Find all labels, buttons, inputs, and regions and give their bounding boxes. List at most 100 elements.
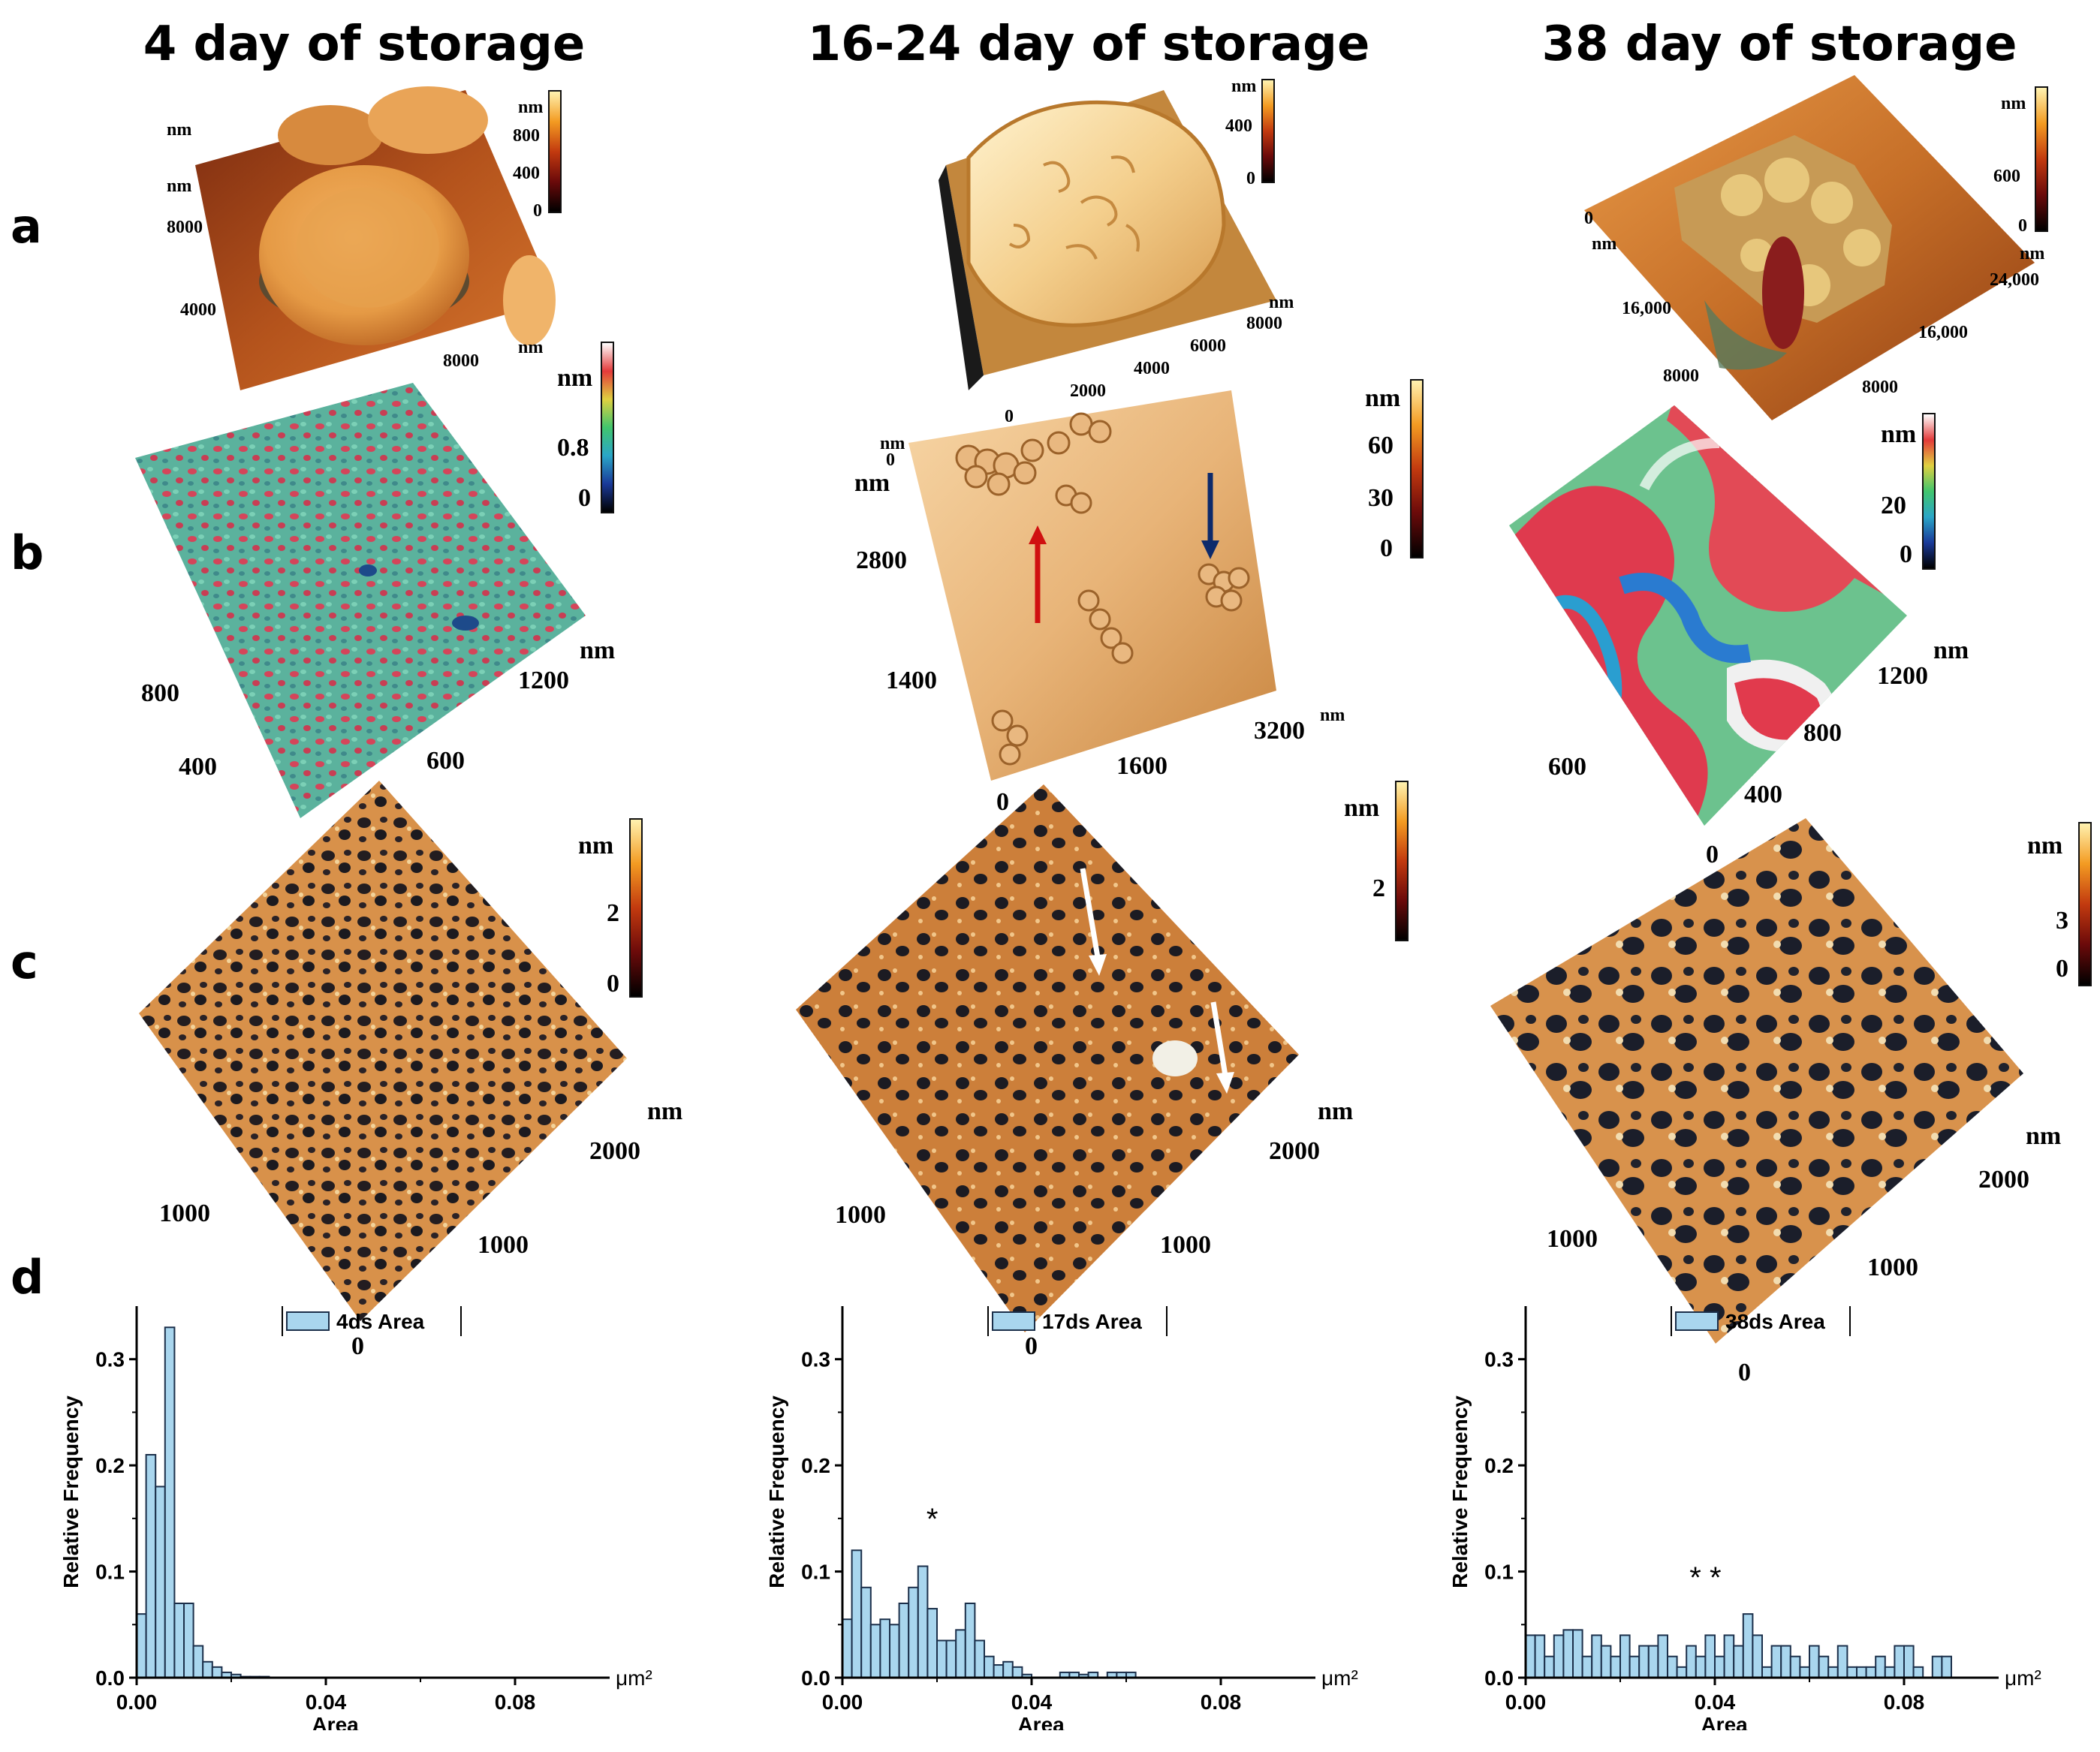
histogram-bar: [1002, 1660, 1014, 1678]
histogram-bar: [1562, 1629, 1574, 1679]
x-axis-label: Area: [312, 1713, 359, 1730]
histogram-bar: [869, 1624, 881, 1678]
axis-tick: 600: [426, 747, 465, 775]
histogram-bar: [1011, 1666, 1023, 1679]
axis-tick: 3200: [1254, 717, 1305, 745]
histogram-bar: [1553, 1634, 1565, 1678]
histogram-bar: [1544, 1655, 1555, 1679]
colorbar-tick: 2: [607, 899, 619, 927]
axis-label: nm: [518, 338, 544, 357]
axis-tick: 1600: [1116, 752, 1168, 780]
colorbar-tick: 2: [1372, 874, 1385, 902]
axis-label: nm: [1318, 1097, 1354, 1125]
histogram-bar: [1875, 1655, 1886, 1679]
legend-swatch: [286, 1311, 330, 1331]
y-axis-label: Relative Frequency: [1448, 1395, 1472, 1588]
histogram-bar: [1667, 1655, 1678, 1679]
x-tick-label: 0.08: [1884, 1690, 1925, 1714]
axis-tick: 0: [1025, 1332, 1038, 1360]
y-axis-label: Relative Frequency: [59, 1395, 83, 1588]
legend-swatch: [1675, 1311, 1719, 1331]
axis-tick: 8000: [1246, 314, 1282, 333]
afm-3d-image-a-38-day: [1584, 75, 2035, 420]
afm-3d-image-a-16-24-day: [939, 90, 1276, 390]
axis-label: nm: [880, 434, 905, 453]
histogram-bar: [993, 1664, 1005, 1678]
histogram-bar: [851, 1549, 863, 1678]
histogram-bar: [1714, 1655, 1725, 1679]
axis-tick: 0: [1005, 407, 1014, 426]
histogram-bar: [1780, 1645, 1791, 1679]
axis-label: nm: [1320, 706, 1345, 725]
colorbar-unit: nm: [1881, 420, 1917, 448]
colorbar-tick: 60: [1368, 432, 1393, 459]
x-tick-label: 0.00: [822, 1690, 863, 1714]
histogram-bar: [1761, 1666, 1773, 1679]
x-axis-unit: μm²: [1321, 1666, 1358, 1690]
x-axis-label: Area: [1701, 1713, 1748, 1730]
colorbar: [548, 90, 562, 213]
histogram-bar: [917, 1565, 929, 1678]
histogram-bar: [173, 1603, 185, 1678]
histogram-bar: [889, 1624, 900, 1678]
histogram-bar: [1799, 1666, 1810, 1679]
colorbar-tick: 0: [2056, 955, 2068, 983]
colorbar-tick: 0: [2018, 216, 2027, 236]
axis-tick: 0: [351, 1332, 364, 1360]
axis-tick: 1200: [518, 667, 569, 694]
histogram-bar: [1752, 1634, 1763, 1678]
axis-tick: 1000: [1547, 1225, 1598, 1253]
x-tick-label: 0.04: [1695, 1690, 1736, 1714]
axis-tick: 2000: [589, 1137, 640, 1165]
y-tick-label: 0.1: [801, 1561, 830, 1584]
axis-tick: 1000: [835, 1201, 886, 1229]
legend-label: 4ds Area: [336, 1310, 425, 1333]
colorbar-tick: 0: [607, 970, 619, 998]
histogram-bar: [1846, 1666, 1858, 1679]
significance-marker: *: [926, 1503, 939, 1536]
histogram-bar: [1704, 1634, 1716, 1678]
y-tick-label: 0.3: [801, 1348, 830, 1371]
histogram-bar: [1827, 1666, 1839, 1679]
colorbar-unit: nm: [578, 832, 614, 859]
histogram-4-day: 0.0 0.1 0.2 0.3 0.00 0.04 0.08 μm² Area Relative …: [59, 1306, 652, 1730]
axis-tick: 8000: [443, 351, 479, 371]
colorbar-tick: 0: [578, 484, 591, 512]
x-tick-label: 0.00: [116, 1690, 158, 1714]
y-axis-label: Relative Frequency: [765, 1395, 788, 1588]
axis-tick: 1200: [1877, 662, 1928, 690]
histogram-bar: [1628, 1655, 1641, 1679]
axis-tick: 0: [1738, 1359, 1751, 1386]
colorbar-tick: 0: [533, 201, 542, 221]
colorbar: [1395, 781, 1409, 941]
significance-marker: * *: [1689, 1561, 1721, 1594]
histogram-bar: [1581, 1655, 1593, 1679]
histogram-bar: [1600, 1645, 1612, 1679]
x-tick-label: 0.04: [306, 1690, 347, 1714]
histogram-bar: [192, 1645, 204, 1679]
x-axis-unit: μm²: [616, 1666, 652, 1690]
histogram-bar: [211, 1666, 223, 1679]
histogram-bar: [1638, 1645, 1650, 1679]
y-tick-label: 0.0: [1484, 1666, 1514, 1690]
afm-3d-image-b-16-24-day: [908, 390, 1276, 781]
histogram-bar: [1903, 1645, 1915, 1679]
colorbar-tick: 0: [1246, 169, 1255, 188]
colorbar-tick: 3: [2056, 907, 2068, 935]
histogram-bar: [183, 1603, 194, 1678]
axis-tick: 1000: [159, 1200, 210, 1227]
axis-label: nm: [1592, 234, 1617, 254]
colorbar-tick: 400: [1225, 116, 1252, 136]
histogram-bar: [1647, 1645, 1659, 1679]
row-label-d: d: [11, 1250, 44, 1305]
axis-tick: 600: [1548, 753, 1586, 781]
histogram-bar: [1742, 1613, 1754, 1678]
legend-label: 17ds Area: [1042, 1310, 1142, 1333]
histogram-bar: [1856, 1666, 1867, 1679]
colorbar-unit: nm: [2027, 832, 2063, 859]
histogram-bar: [974, 1639, 985, 1678]
column-title-16-24-day: 16-24 day of storage: [807, 17, 1370, 72]
axis-label: nm: [647, 1097, 683, 1125]
histogram-bar: [1619, 1634, 1631, 1678]
axis-tick: 1000: [1160, 1231, 1211, 1259]
